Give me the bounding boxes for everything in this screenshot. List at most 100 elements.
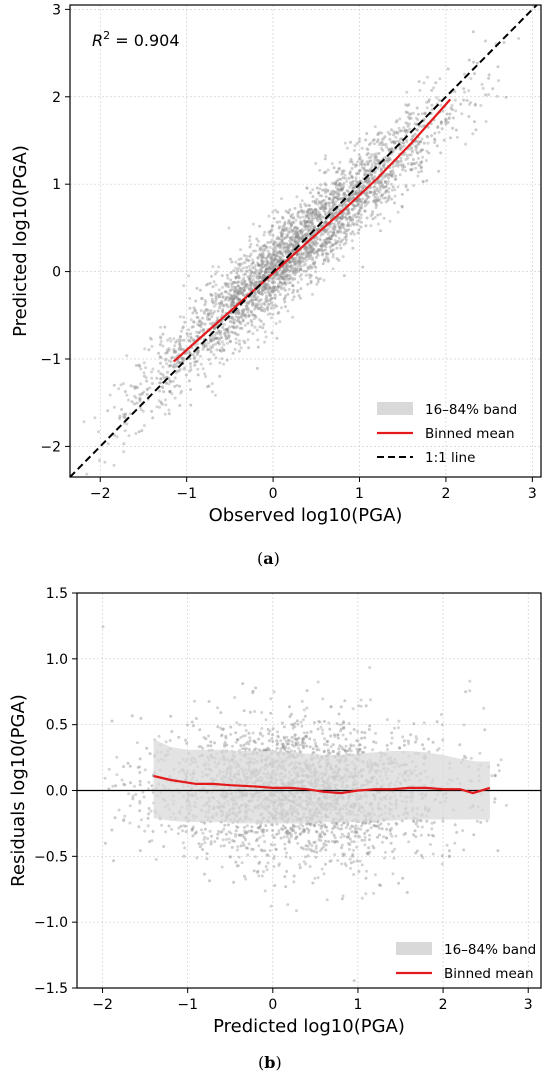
scatter-point xyxy=(369,173,373,177)
scatter-point xyxy=(497,769,501,773)
scatter-point xyxy=(273,289,276,293)
scatter-point xyxy=(304,204,308,208)
scatter-point xyxy=(397,881,401,885)
scatter-point xyxy=(258,275,262,279)
scatter-point xyxy=(278,268,282,272)
scatter-point xyxy=(479,104,483,107)
scatter-point xyxy=(296,841,300,845)
scatter-point xyxy=(142,795,146,799)
scatter-point xyxy=(252,271,256,275)
scatter-point xyxy=(298,274,302,278)
scatter-point xyxy=(231,331,235,335)
scatter-point xyxy=(222,332,226,336)
scatter-point xyxy=(387,196,391,200)
scatter-point xyxy=(357,211,361,215)
scatter-point xyxy=(277,250,281,254)
scatter-point xyxy=(380,840,384,844)
scatter-point xyxy=(411,134,415,138)
scatter-point xyxy=(193,360,197,364)
scatter-point xyxy=(395,822,399,826)
legend-band-swatch xyxy=(377,402,413,415)
scatter-point xyxy=(389,128,393,132)
scatter-point xyxy=(275,336,279,340)
scatter-point xyxy=(334,241,338,245)
scatter-point xyxy=(150,409,154,413)
scatter-point xyxy=(286,309,290,313)
scatter-point xyxy=(414,166,418,170)
scatter-point xyxy=(145,392,149,396)
scatter-point xyxy=(126,761,130,765)
scatter-point xyxy=(214,336,218,340)
scatter-point xyxy=(311,256,315,260)
scatter-point xyxy=(350,239,354,243)
scatter-point xyxy=(315,237,319,241)
scatter-point xyxy=(346,223,350,227)
scatter-point xyxy=(203,322,207,326)
scatter-point xyxy=(379,229,382,233)
scatter-point xyxy=(264,269,268,273)
scatter-point xyxy=(297,256,301,260)
scatter-point xyxy=(293,266,297,270)
scatter-point xyxy=(343,231,347,235)
scatter-point xyxy=(413,162,417,166)
scatter-point xyxy=(319,183,323,187)
scatter-point xyxy=(293,256,297,260)
scatter-point xyxy=(246,285,250,289)
scatter-point xyxy=(151,830,155,833)
scatter-point xyxy=(412,162,416,166)
scatter-point xyxy=(320,253,324,257)
scatter-point xyxy=(266,299,270,303)
scatter-point xyxy=(230,845,234,849)
scatter-point xyxy=(225,336,229,340)
scatter-point xyxy=(161,365,165,369)
scatter-point xyxy=(299,255,303,259)
scatter-point xyxy=(283,220,287,224)
scatter-point xyxy=(248,288,252,292)
scatter-point xyxy=(251,302,255,306)
scatter-point xyxy=(437,98,441,102)
scatter-point xyxy=(233,347,237,351)
scatter-point xyxy=(335,219,339,223)
scatter-point xyxy=(430,827,434,831)
y-tick-label: 0 xyxy=(52,265,61,281)
scatter-point xyxy=(237,289,241,293)
scatter-point xyxy=(177,337,181,341)
scatter-point xyxy=(291,298,295,302)
scatter-point xyxy=(366,181,370,185)
scatter-point xyxy=(295,253,299,257)
scatter-point xyxy=(230,285,234,289)
scatter-point xyxy=(487,93,491,96)
scatter-point xyxy=(322,750,326,754)
scatter-point xyxy=(144,366,148,370)
scatter-point xyxy=(168,364,172,368)
scatter-point xyxy=(334,200,338,204)
scatter-point xyxy=(295,719,299,723)
scatter-point xyxy=(249,281,253,285)
scatter-point xyxy=(393,178,397,181)
scatter-point xyxy=(167,408,171,412)
scatter-point xyxy=(248,254,252,258)
scatter-point xyxy=(353,165,357,169)
scatter-point xyxy=(220,340,224,344)
scatter-point xyxy=(147,812,151,816)
scatter-point xyxy=(360,824,364,828)
scatter-point xyxy=(401,163,405,167)
scatter-point xyxy=(379,167,383,171)
scatter-point xyxy=(323,220,327,224)
scatter-point xyxy=(355,142,359,145)
scatter-point xyxy=(342,231,346,235)
scatter-point xyxy=(291,284,295,288)
scatter-point xyxy=(302,247,306,251)
scatter-point xyxy=(291,213,295,216)
scatter-point xyxy=(314,270,318,274)
scatter-point xyxy=(305,706,309,710)
scatter-point xyxy=(273,273,277,277)
scatter-point xyxy=(203,344,207,348)
scatter-point xyxy=(192,320,196,324)
scatter-point xyxy=(216,832,220,836)
scatter-point xyxy=(288,273,292,277)
scatter-point xyxy=(314,855,318,859)
scatter-point xyxy=(249,319,253,322)
scatter-point xyxy=(241,281,245,285)
scatter-point xyxy=(366,169,369,173)
